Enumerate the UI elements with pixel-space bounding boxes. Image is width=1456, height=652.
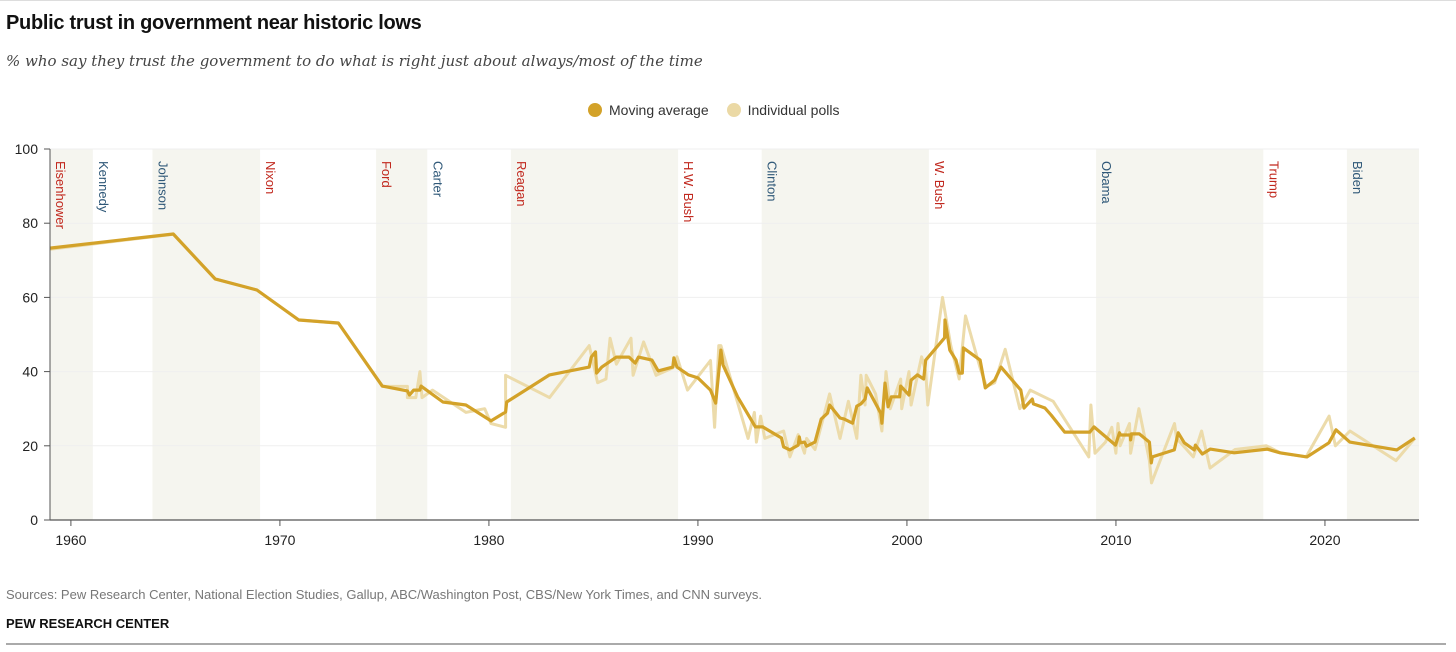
president-label: Obama	[1099, 161, 1114, 204]
x-tick-label: 2000	[891, 532, 922, 548]
president-label: Eisenhower	[53, 161, 68, 230]
legend-item-individual-polls: Individual polls	[726, 102, 840, 118]
y-tick-label: 60	[22, 289, 38, 305]
president-label: Nixon	[263, 161, 278, 194]
series-line-individual-polls	[49, 232, 1416, 485]
x-tick-label: 2020	[1309, 532, 1340, 548]
x-tick-label: 2010	[1100, 532, 1131, 548]
x-tick-label: 1970	[264, 532, 295, 548]
president-label: Trump	[1266, 161, 1281, 198]
president-label: W. Bush	[932, 161, 947, 209]
y-tick-label: 0	[30, 512, 38, 528]
y-tick-label: 20	[22, 438, 38, 454]
legend-swatch-individual-polls	[726, 103, 741, 117]
president-label: Clinton	[765, 161, 780, 201]
term-band	[1096, 149, 1264, 520]
chart-title: Public trust in government near historic…	[6, 12, 422, 34]
legend: Moving average Individual polls	[588, 102, 857, 118]
president-label: Kennedy	[96, 161, 111, 213]
term-band	[761, 149, 929, 520]
x-tick-label: 1980	[473, 532, 504, 548]
legend-swatch-moving-average	[588, 103, 602, 117]
president-label: Reagan	[514, 161, 529, 207]
legend-label: Moving average	[609, 102, 709, 118]
term-band	[50, 149, 93, 520]
president-label: Biden	[1350, 161, 1365, 194]
x-tick-label: 1990	[682, 532, 713, 548]
series-line-moving-average	[49, 232, 1416, 465]
chart-subtitle: % who say they trust the government to d…	[6, 52, 703, 70]
term-band	[376, 149, 428, 520]
bottom-divider	[6, 643, 1446, 645]
term-band	[510, 149, 679, 520]
president-label: Carter	[430, 161, 445, 198]
y-tick-label: 80	[22, 215, 38, 231]
president-label: Johnson	[155, 161, 170, 210]
y-tick-label: 40	[22, 364, 38, 380]
legend-item-moving-average: Moving average	[588, 102, 709, 118]
term-band	[152, 149, 261, 520]
term-band	[1346, 149, 1419, 520]
org-name: PEW RESEARCH CENTER	[6, 616, 170, 631]
y-tick-label: 100	[15, 141, 39, 157]
top-divider	[0, 0, 1456, 1]
source-note: Sources: Pew Research Center, National E…	[6, 587, 763, 602]
president-label: H.W. Bush	[681, 161, 696, 222]
president-label: Ford	[379, 161, 394, 188]
legend-label: Individual polls	[747, 102, 840, 118]
x-tick-label: 1960	[55, 532, 86, 548]
